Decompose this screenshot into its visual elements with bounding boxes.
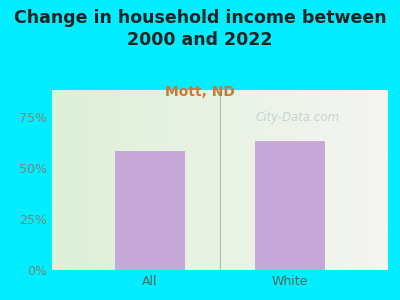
- Text: Change in household income between
2000 and 2022: Change in household income between 2000 …: [14, 9, 386, 49]
- Text: Mott, ND: Mott, ND: [165, 85, 235, 100]
- Text: City-Data.com: City-Data.com: [255, 110, 339, 124]
- Bar: [115, 152, 185, 270]
- Bar: [255, 141, 325, 270]
